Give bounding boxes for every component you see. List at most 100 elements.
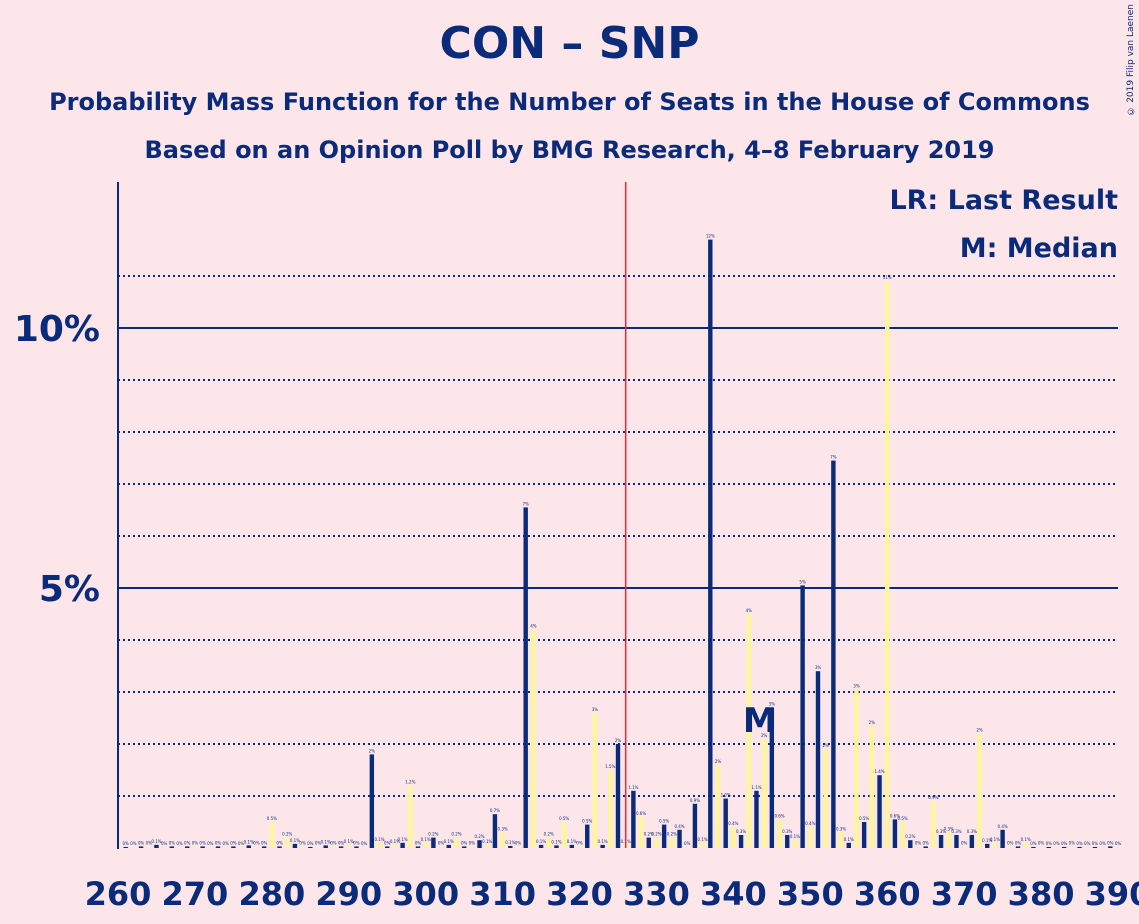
bar-value-label: 0%: [1046, 841, 1053, 846]
bar-value-label: 0%: [192, 840, 199, 845]
bar-value-label: 0.2%: [474, 834, 484, 839]
bar-value-label: 0.6%: [890, 813, 900, 818]
bar-snp-362: [900, 822, 905, 848]
bar-snp-380: [1038, 846, 1044, 848]
bar-snp-364: [915, 846, 921, 848]
bar-con-329: [646, 837, 651, 848]
bar-con-313: [523, 507, 528, 848]
bar-con-287: [323, 845, 328, 848]
bar-value-label: 0.4%: [998, 824, 1008, 829]
bar-value-label: 0.6%: [774, 813, 784, 818]
bar-value-label: 2%: [761, 733, 768, 738]
bar-value-label: 0%: [923, 840, 930, 845]
bar-value-label: 0.1%: [374, 837, 384, 842]
bar-value-label: 0%: [469, 840, 476, 845]
bar-value-label: 0%: [230, 840, 237, 845]
bar-value-label: 2%: [976, 728, 983, 733]
x-tick-label: 260: [85, 875, 152, 913]
bar-value-label: 0.5%: [582, 819, 592, 824]
bar-value-label: 0.3%: [836, 826, 846, 831]
bar-value-label: 0.4%: [805, 821, 815, 826]
bar-value-label: 0.1%: [698, 837, 708, 842]
bar-value-label: 0.1%: [321, 839, 331, 844]
bar-value-label: 0.2%: [544, 832, 554, 837]
bar-snp-324: [608, 770, 613, 848]
bar-value-label: 0.2%: [667, 832, 677, 837]
bar-value-label: 2%: [715, 759, 722, 764]
bar-snp-350: [808, 827, 813, 848]
bar-snp-286: [315, 846, 321, 848]
bar-con-355: [846, 842, 851, 848]
bar-snp-316: [546, 837, 551, 848]
bar-value-label: 0.6%: [636, 811, 646, 816]
bar-con-369: [954, 835, 959, 848]
bar-value-label: 0.4%: [674, 824, 684, 829]
bar-value-label: 0.1%: [505, 840, 515, 845]
bar-con-363: [908, 840, 913, 848]
bar-snp-266: [161, 846, 167, 848]
bar-con-347: [785, 835, 790, 848]
bar-value-label: 0.1%: [844, 837, 854, 842]
bar-snp-372: [977, 733, 982, 848]
bar-snp-368: [946, 832, 951, 848]
bar-value-label: 0%: [138, 840, 145, 845]
bar-con-335: [692, 803, 698, 848]
x-tick-labels: 260 270 280 290 300 310 320 330 340 350 360 370 380 3…: [85, 875, 1139, 913]
bar-value-label: 5%: [799, 579, 806, 584]
median-marker: M: [743, 701, 777, 741]
bar-value-label: 0.3%: [951, 829, 961, 834]
bar-value-label: 0%: [353, 840, 360, 845]
bar-con-337: [708, 239, 713, 849]
x-tick-label: 360: [854, 875, 921, 913]
bar-snp-342: [746, 614, 751, 848]
bar-value-label: 0%: [130, 841, 137, 846]
bar-con-345: [769, 707, 775, 848]
bar-value-label: 0%: [253, 840, 260, 845]
bar-con-267: [169, 846, 175, 848]
bar-snp-374: [992, 842, 998, 848]
bar-con-315: [538, 844, 544, 848]
bar-con-269: [185, 846, 190, 848]
bar-value-label: 0%: [330, 840, 337, 845]
bar-con-277: [246, 845, 251, 848]
bar-snp-346: [777, 819, 782, 848]
bar-con-261: [123, 846, 128, 848]
bar-con-389: [1108, 846, 1113, 848]
bar-con-309: [492, 814, 498, 848]
bar-snp-290: [346, 844, 351, 848]
bar-snp-338: [715, 764, 721, 848]
bar-value-label: 0.7%: [490, 808, 500, 813]
bar-value-label: 0.1%: [482, 839, 492, 844]
bar-snp-370: [961, 846, 967, 848]
bar-value-label: 0.3%: [967, 829, 977, 834]
bar-snp-280: [269, 822, 275, 848]
bar-value-label: 4%: [746, 608, 753, 613]
bar-value-label: 0%: [515, 840, 522, 845]
bar-value-label: 0%: [1038, 840, 1045, 845]
bar-con-375: [1000, 829, 1005, 848]
bar-value-label: 0.1%: [344, 839, 354, 844]
bar-snp-330: [654, 837, 659, 848]
bar-snp-312: [515, 846, 521, 848]
bar-snp-310: [500, 832, 505, 848]
bar-value-label: 0.1%: [567, 839, 577, 844]
bar-con-273: [215, 846, 221, 848]
bar-value-label: 0%: [461, 840, 468, 845]
bar-con-373: [985, 843, 990, 848]
bar-con-343: [754, 790, 759, 848]
bar-con-263: [138, 846, 144, 848]
x-tick-label: 320: [546, 875, 613, 913]
bar-snp-358: [869, 725, 875, 848]
bar-value-label: 0.2%: [282, 832, 292, 837]
bar-con-299: [415, 846, 421, 848]
bar-value-label: 0.3%: [944, 826, 954, 831]
bar-value-label: 0%: [1053, 841, 1060, 846]
bar-value-label: 0.1%: [536, 839, 546, 844]
bar-con-367: [938, 835, 944, 848]
x-tick-label: 280: [238, 875, 305, 913]
bar-value-label: 0%: [238, 841, 245, 846]
bar-value-label: 0%: [415, 840, 422, 845]
bar-value-label: 0.1%: [982, 838, 992, 843]
bar-value-label: 0%: [915, 840, 922, 845]
